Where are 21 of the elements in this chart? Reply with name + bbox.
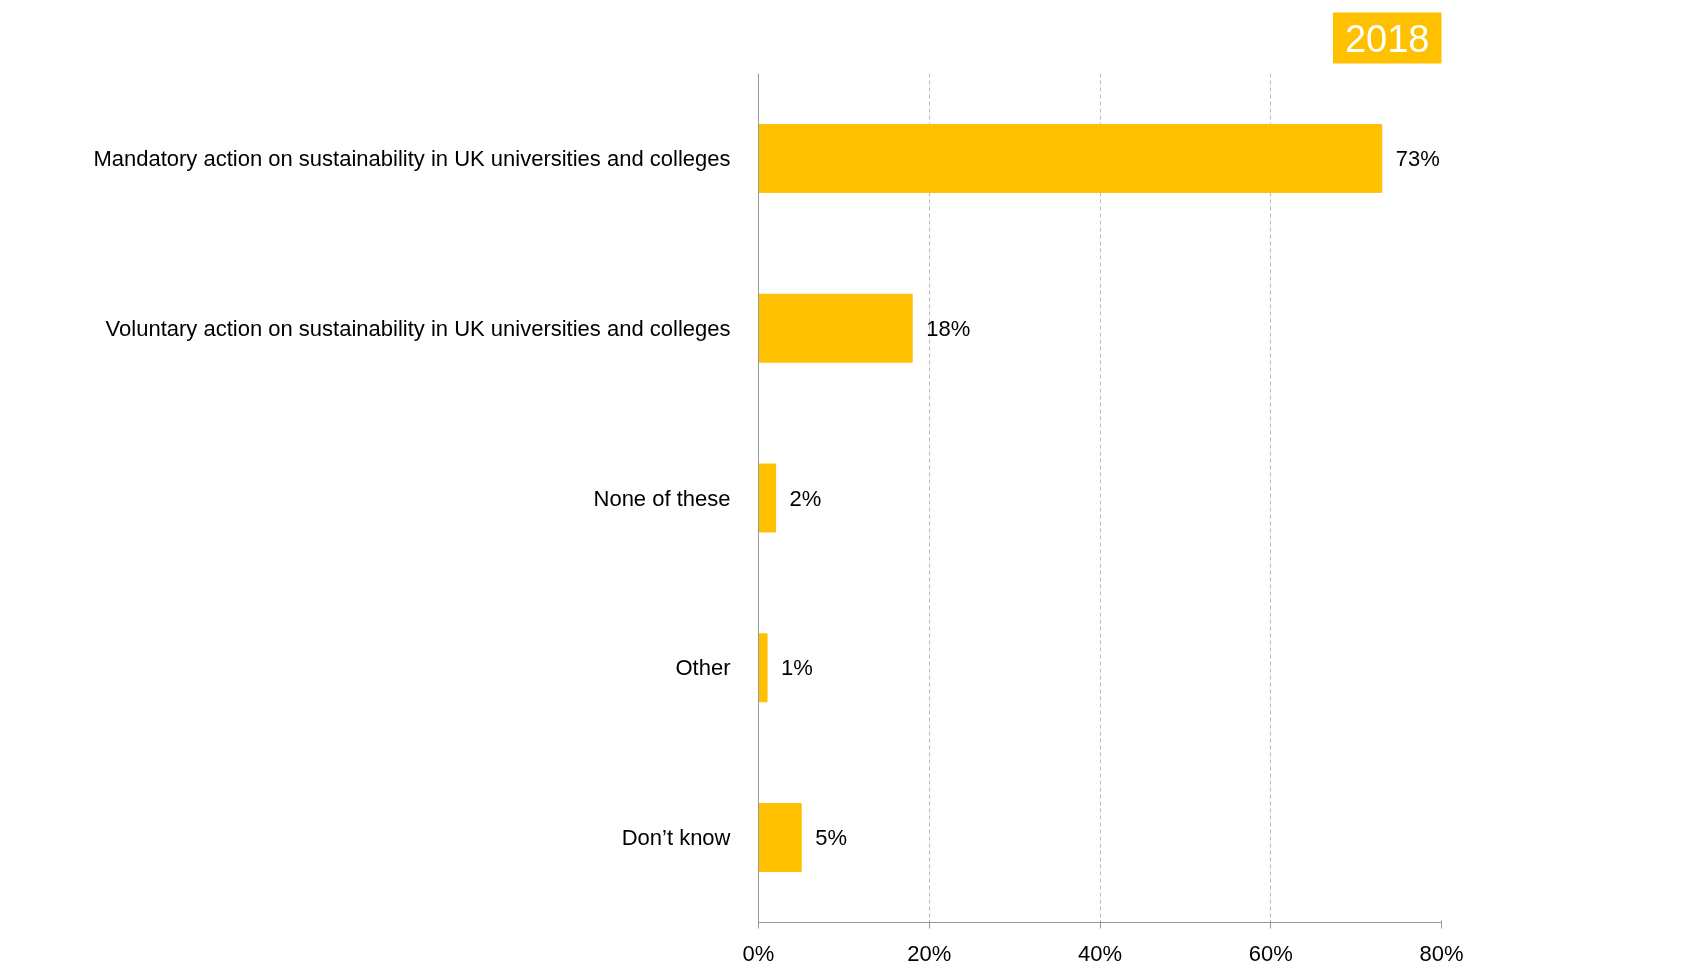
bar — [758, 463, 777, 533]
y-tick-label: Don’t know — [621, 825, 731, 851]
y-tick-label: Mandatory action on sustainability in UK universities and colleges — [93, 145, 731, 171]
bar — [758, 123, 1383, 193]
x-tick-label: 0% — [742, 940, 775, 966]
y-tick-label: Voluntary action on sustainability in UK universities and colleges — [105, 315, 731, 341]
chart-title: 2018 — [1344, 17, 1430, 60]
y-tick-label: None of these — [593, 485, 731, 511]
y-tick-label: Other — [675, 655, 731, 681]
bar — [758, 803, 802, 873]
data-label: 18% — [926, 315, 971, 341]
data-label: 1% — [781, 655, 813, 681]
x-tick-label: 80% — [1419, 940, 1464, 966]
data-label: 5% — [815, 825, 847, 851]
bar — [758, 293, 913, 363]
data-label: 2% — [789, 485, 822, 511]
x-tick-label: 40% — [1077, 940, 1123, 966]
x-tick-label: 20% — [907, 940, 952, 966]
x-tick-label: 60% — [1248, 940, 1293, 966]
bar — [758, 633, 768, 703]
data-label: 73% — [1395, 145, 1440, 171]
